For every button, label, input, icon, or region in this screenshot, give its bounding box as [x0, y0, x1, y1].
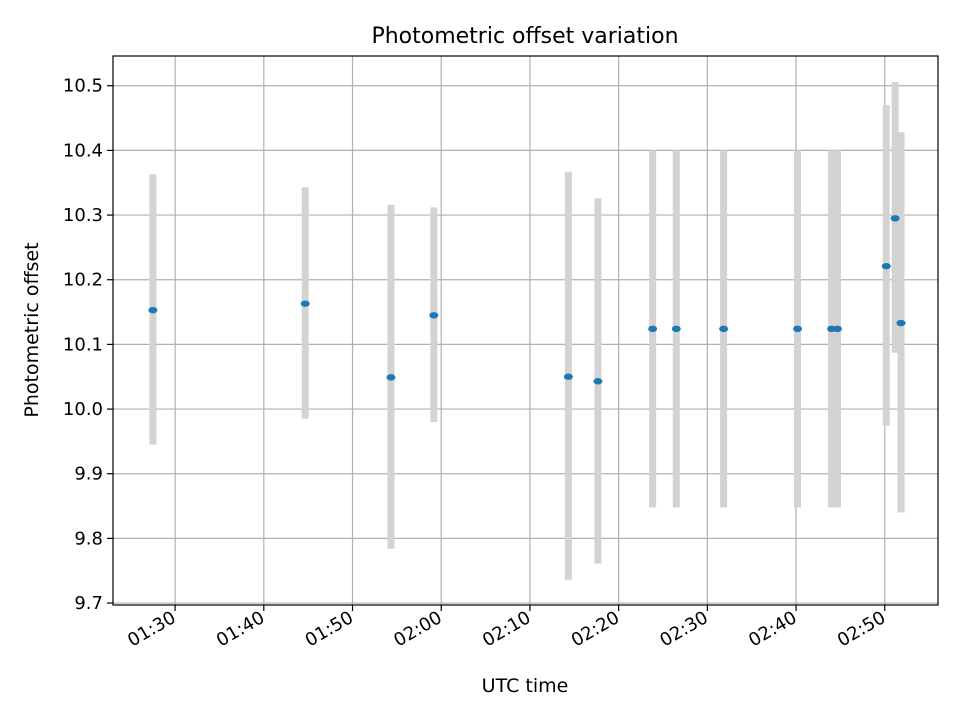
data-point — [148, 306, 158, 314]
y-tick-label: 9.9 — [74, 464, 103, 485]
data-point — [648, 325, 658, 333]
y-tick-label: 10.3 — [63, 205, 103, 226]
y-axis-label: Photometric offset — [21, 242, 43, 417]
data-point — [386, 374, 396, 381]
x-axis-label: UTC time — [482, 675, 569, 697]
data-point — [896, 319, 906, 327]
y-tick-label: 10.5 — [63, 76, 103, 97]
data-point — [671, 325, 681, 333]
plot-frame — [112, 55, 939, 606]
y-tick-label: 10.2 — [63, 270, 103, 291]
y-tick-label: 9.8 — [74, 528, 103, 549]
y-tick-label: 10.1 — [63, 334, 103, 355]
data-point — [890, 215, 900, 222]
y-tick-label: 10.0 — [63, 399, 103, 420]
y-tick-label: 10.4 — [63, 140, 103, 161]
y-tick-label: 9.7 — [74, 593, 103, 614]
data-point — [300, 300, 310, 307]
data-point — [881, 262, 891, 270]
data-point — [563, 373, 573, 380]
chart-title: Photometric offset variation — [371, 24, 678, 49]
data-point — [719, 325, 729, 333]
y-axis-ticks: 9.7 9.8 9.9 10.0 10.1 10.2 10.3 10.4 10.5 — [63, 76, 113, 614]
data-point — [793, 325, 803, 333]
data-points — [148, 215, 906, 385]
data-point — [832, 325, 842, 333]
data-point — [429, 312, 439, 319]
data-point — [593, 378, 603, 385]
